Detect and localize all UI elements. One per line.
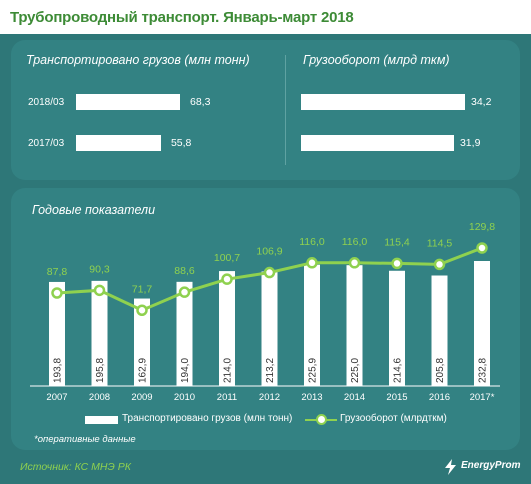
bar-2014 xyxy=(346,265,363,386)
left-subtitle: Транспортировано грузов (млн тонн) xyxy=(26,53,250,67)
bar-label-2011: 214,0 xyxy=(223,358,234,383)
energyprom-logo: EnergyProm xyxy=(443,455,523,479)
x-tick-2014: 2014 xyxy=(344,392,365,403)
bar-label-2016: 205,8 xyxy=(435,358,446,383)
x-tick-2017*: 2017* xyxy=(470,392,495,403)
bar-label-2008: 195,8 xyxy=(95,358,106,383)
bar-label-2014: 225,0 xyxy=(350,358,361,383)
bar-2010 xyxy=(176,281,193,386)
legend-line-label: Грузооборот (млрдткм) xyxy=(340,413,447,424)
bar-label-2007: 193,8 xyxy=(53,358,64,383)
x-tick-2013: 2013 xyxy=(301,392,322,403)
quarter-panel xyxy=(11,40,520,180)
x-tick-2011: 2011 xyxy=(217,392,237,403)
x-tick-2007: 2007 xyxy=(46,392,67,403)
x-tick-2010: 2010 xyxy=(174,392,195,403)
line-label-2013: 116,0 xyxy=(299,236,325,248)
bar-2007 xyxy=(49,281,65,386)
line-point-2013 xyxy=(306,257,318,269)
x-tick-2015: 2015 xyxy=(386,392,407,403)
line-label-2011: 100,7 xyxy=(214,252,240,264)
line-label-2017*: 129,8 xyxy=(469,221,495,233)
source-text: Источник: КС МНЭ РК xyxy=(20,461,131,473)
line-point-2008 xyxy=(93,284,106,297)
right-value-2018: 34,2 xyxy=(471,96,492,108)
left-bar-2017 xyxy=(76,135,161,151)
logo-text: EnergyProm xyxy=(461,460,521,471)
bar-2012 xyxy=(261,271,278,386)
bar-label-2012: 213,2 xyxy=(265,358,276,383)
line-point-2007 xyxy=(51,287,63,299)
x-tick-2009: 2009 xyxy=(131,392,152,403)
line-point-2015 xyxy=(391,257,403,270)
bar-label-2010: 194,0 xyxy=(180,358,191,383)
line-label-2015: 115,4 xyxy=(384,236,410,248)
right-subtitle: Грузооборот (млрд ткм) xyxy=(303,53,450,67)
bar-2011 xyxy=(219,271,235,386)
bar-2009 xyxy=(134,298,150,386)
line-point-2010 xyxy=(178,286,191,298)
x-tick-2008: 2008 xyxy=(89,392,110,403)
lightning-icon xyxy=(445,459,456,475)
x-tick-2016: 2016 xyxy=(429,392,450,403)
bar-label-2013: 225,9 xyxy=(308,358,319,383)
left-bar-2018 xyxy=(76,94,180,110)
x-tick-2012: 2012 xyxy=(259,392,280,403)
line-label-2012: 106,9 xyxy=(256,246,282,258)
bar-label-2017*: 232,8 xyxy=(478,358,489,383)
bar-2016 xyxy=(431,275,448,386)
title-bar: Трубопроводный транспорт. Январь-март 20… xyxy=(0,0,531,34)
left-value-2018: 68,3 xyxy=(190,96,211,108)
annual-subtitle: Годовые показатели xyxy=(32,203,156,217)
left-value-2017: 55,8 xyxy=(170,137,192,149)
bar-label-2015: 214,6 xyxy=(393,358,404,383)
line-label-2014: 116,0 xyxy=(342,236,368,248)
line-label-2007: 87,8 xyxy=(47,266,68,278)
left-row-label-2018: 2018/03 xyxy=(28,97,65,108)
line-point-2016 xyxy=(433,258,446,271)
line-point-2014 xyxy=(348,257,361,269)
legend-bar-label: Транспортировано грузов (млн тонн) xyxy=(122,413,293,424)
panel-divider xyxy=(285,55,286,165)
footnote: *оперативные данные xyxy=(34,434,136,445)
right-bar-2018 xyxy=(301,94,465,110)
line-label-2010: 88,6 xyxy=(174,265,195,277)
line-label-2016: 114,5 xyxy=(427,237,453,249)
line-point-2012 xyxy=(263,266,276,279)
legend-line-marker xyxy=(316,414,327,425)
line-point-2011 xyxy=(221,273,233,285)
right-value-2017: 31,9 xyxy=(459,137,481,149)
bar-2008 xyxy=(91,280,108,386)
page-title: Трубопроводный транспорт. Январь-март 20… xyxy=(10,9,354,26)
left-row-label-2017: 2017/03 xyxy=(28,138,65,149)
bar-2017* xyxy=(474,261,490,386)
line-label-2008: 90,3 xyxy=(89,263,110,275)
legend-bar-swatch xyxy=(85,416,118,424)
bar-2015 xyxy=(389,270,405,386)
line-point-2009 xyxy=(136,304,148,316)
bar-2013 xyxy=(304,264,320,386)
line-label-2009: 71,7 xyxy=(132,283,153,295)
line-point-2017* xyxy=(476,242,488,254)
right-bar-2017 xyxy=(301,135,454,151)
bar-label-2009: 162,9 xyxy=(138,358,149,383)
